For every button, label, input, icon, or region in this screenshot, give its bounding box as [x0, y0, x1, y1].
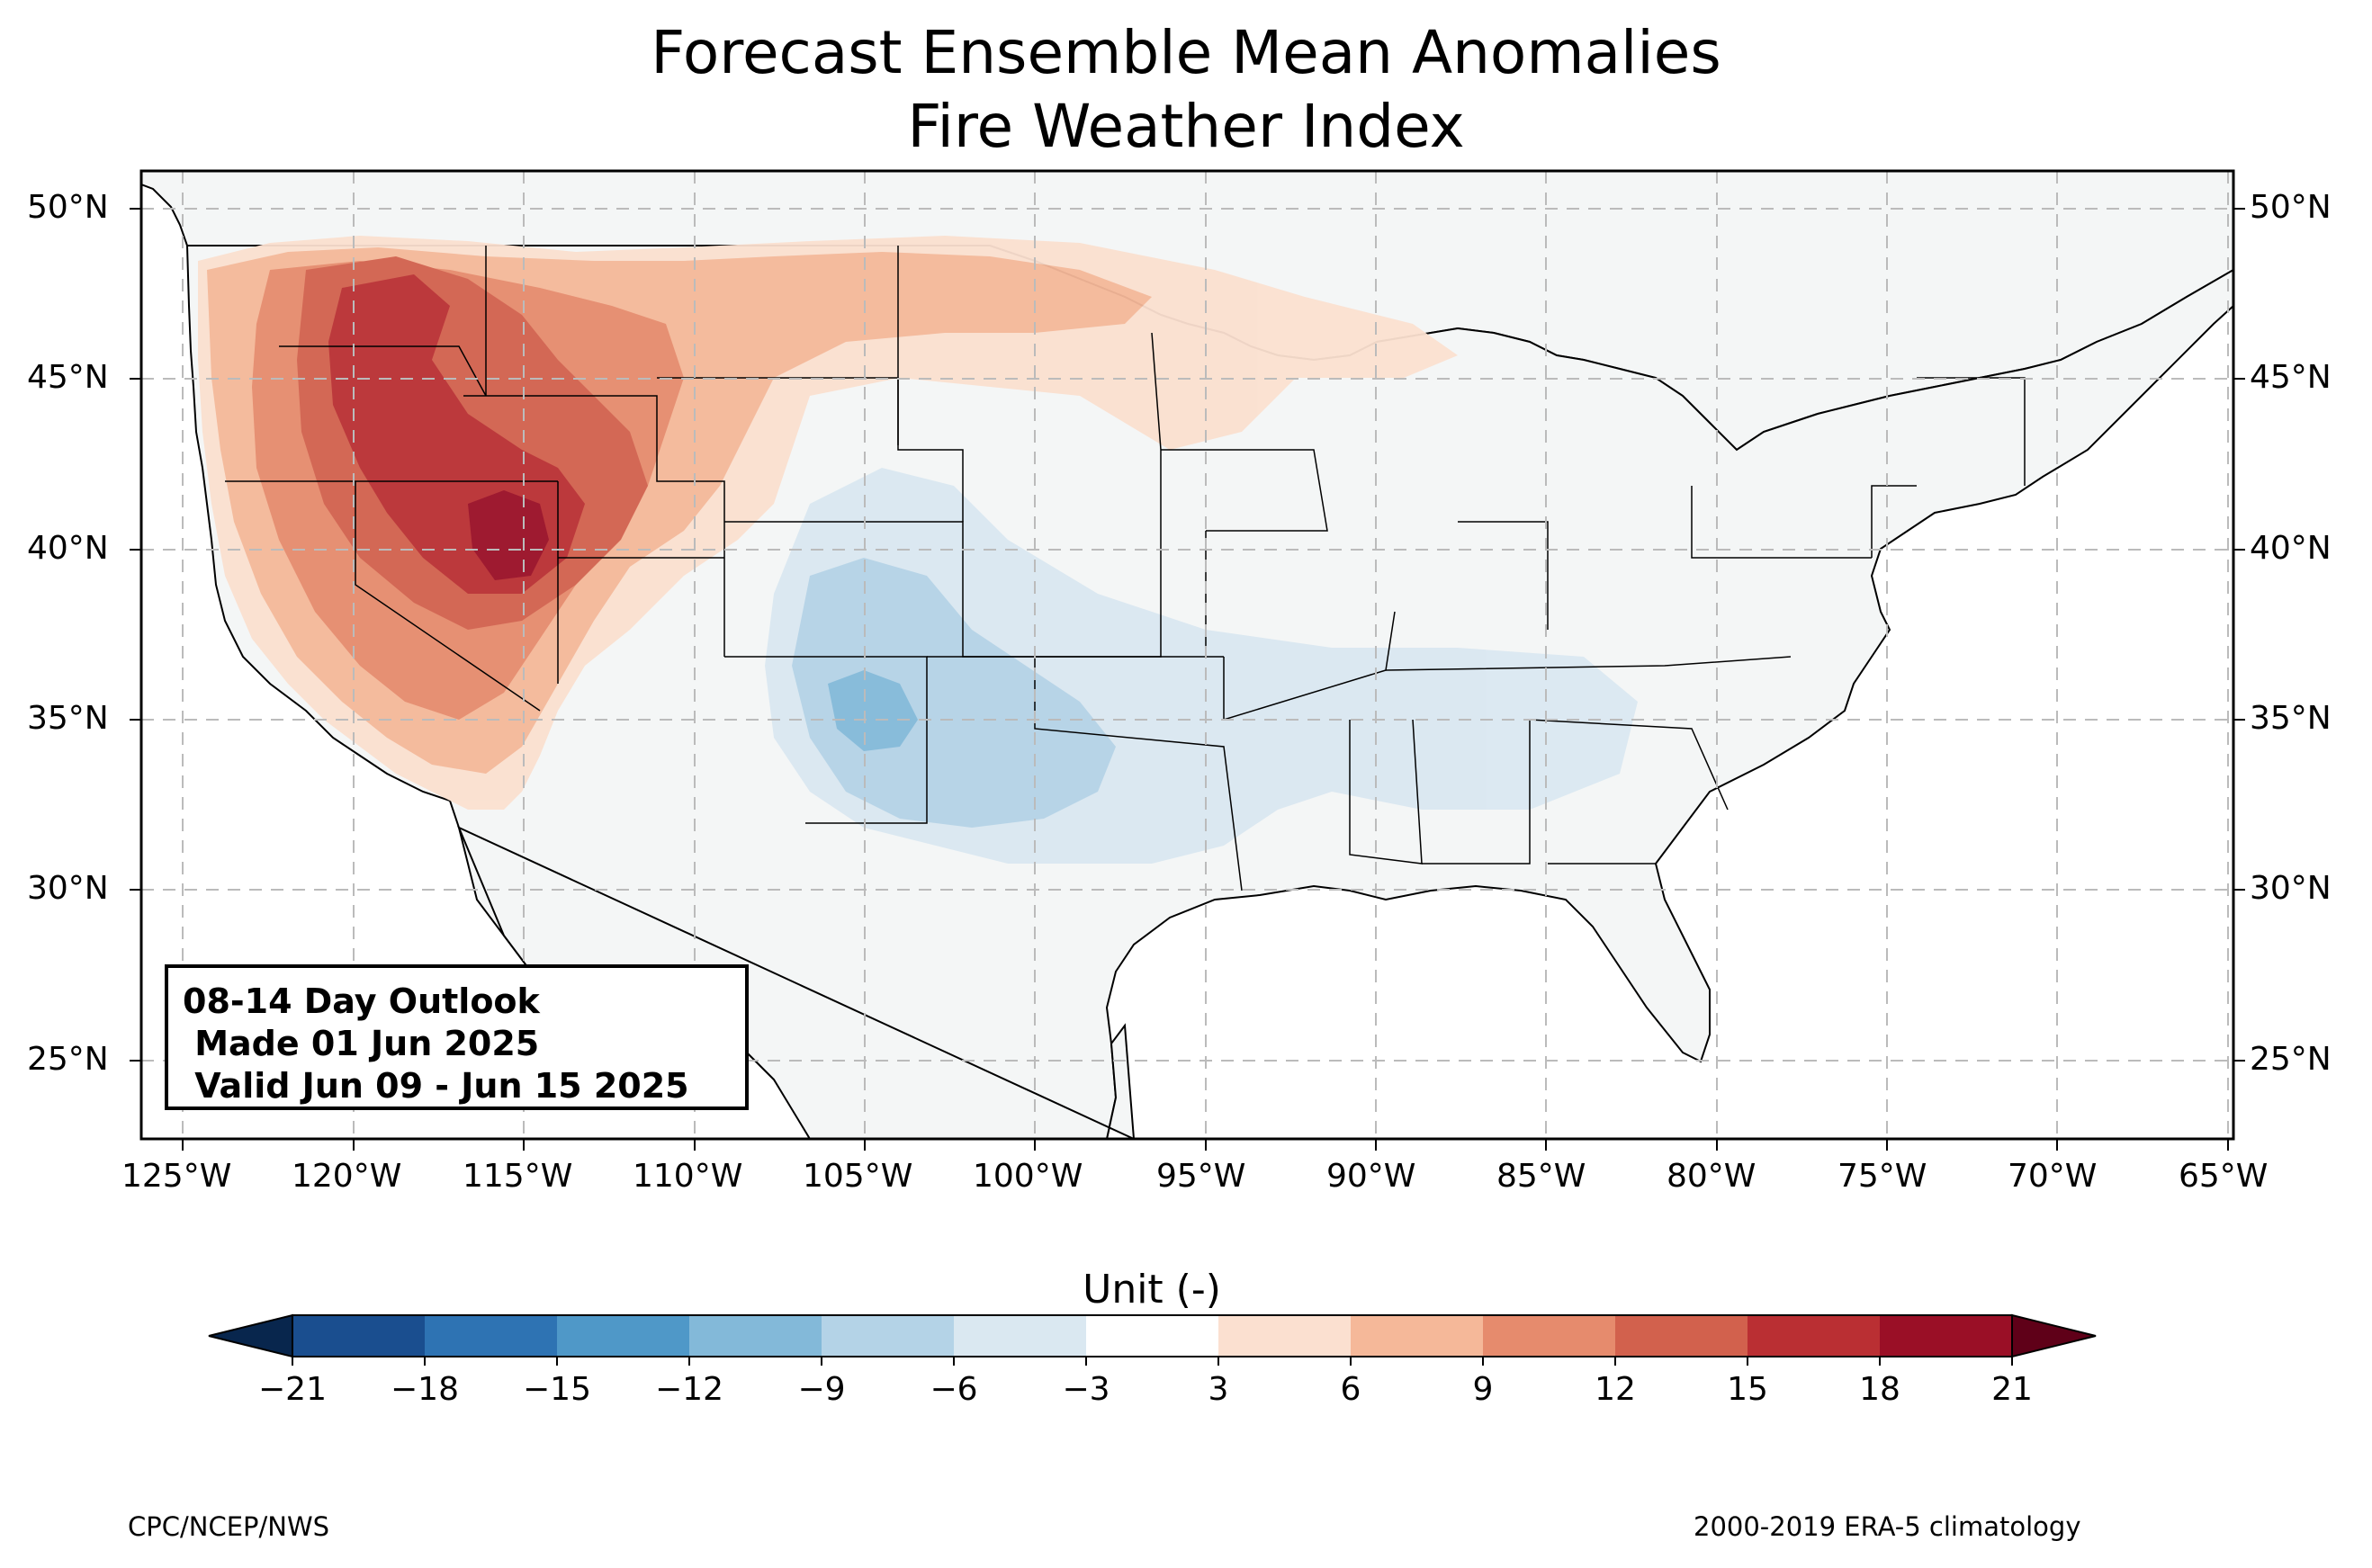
colorbar-tick-label: −6: [930, 1371, 978, 1408]
lat-tick-label-right: 40°N: [2250, 530, 2332, 567]
colorbar-tick-label: −9: [797, 1371, 846, 1408]
colorbar-tick-label: 6: [1340, 1371, 1361, 1408]
colorbar-bin: [1615, 1315, 1748, 1357]
colorbar-bin: [1483, 1315, 1615, 1357]
map-title: Forecast Ensemble Mean Anomalies Fire We…: [0, 16, 2372, 164]
colorbar-bin: [954, 1315, 1086, 1357]
colorbar-extend-high: [2011, 1313, 2097, 1358]
lat-tick-label-left: 40°N: [27, 530, 109, 567]
lat-tick-label-right: 45°N: [2250, 359, 2332, 396]
colorbar-bin: [425, 1315, 557, 1357]
colorbar-bin: [292, 1315, 425, 1357]
outlook-line-2: Made 01 Jun 2025: [183, 1024, 540, 1063]
colorbar-bin: [557, 1315, 689, 1357]
colorbar-tick-label: −18: [391, 1371, 459, 1408]
lon-tick-label: 75°W: [1837, 1158, 1927, 1195]
colorbar-frame: [292, 1314, 2013, 1357]
lon-tick-label: 100°W: [973, 1158, 1083, 1195]
colorbar-bin: [1351, 1315, 1483, 1357]
colorbar-tick-label: −21: [258, 1371, 327, 1408]
colorbar-bin: [1748, 1315, 1880, 1357]
lon-tick-label: 95°W: [1156, 1158, 1246, 1195]
map-frame: [139, 169, 2235, 1141]
lon-tick-label: 110°W: [633, 1158, 743, 1195]
state-borders: [225, 246, 2026, 892]
title-line-2: Fire Weather Index: [907, 92, 1465, 161]
footer-climatology: 2000-2019 ERA-5 climatology: [1694, 1511, 2081, 1542]
outlook-line-3: Valid Jun 09 - Jun 15 2025: [183, 1066, 689, 1106]
lon-tick-label: 80°W: [1667, 1158, 1757, 1195]
colorbar-tick-label: 18: [1859, 1371, 1900, 1408]
title-line-1: Forecast Ensemble Mean Anomalies: [651, 18, 1721, 87]
colorbar-bin: [1218, 1315, 1351, 1357]
colorbar-tick-label: −3: [1062, 1371, 1110, 1408]
lon-tick-label: 105°W: [803, 1158, 913, 1195]
lat-tick-label-left: 35°N: [27, 700, 109, 737]
lat-tick-label-left: 30°N: [27, 870, 109, 907]
lat-tick-label-right: 35°N: [2250, 700, 2332, 737]
lon-tick-label: 90°W: [1326, 1158, 1416, 1195]
anomaly-band-18-21: [468, 490, 549, 580]
lon-tick-label: 65°W: [2179, 1158, 2269, 1195]
colorbar: [208, 1313, 2097, 1366]
tick-marks: [130, 208, 2245, 1151]
colorbar-tick-label: 3: [1208, 1371, 1229, 1408]
colorbar-bin: [689, 1315, 822, 1357]
lon-tick-label: 125°W: [121, 1158, 232, 1195]
colorbar-extend-low: [208, 1313, 293, 1358]
lon-tick-label: 115°W: [463, 1158, 573, 1195]
colorbar-tick-label: −15: [523, 1371, 591, 1408]
lat-tick-label-right: 30°N: [2250, 870, 2332, 907]
colorbar-tick-label: 12: [1595, 1371, 1636, 1408]
lon-tick-label: 70°W: [2008, 1158, 2098, 1195]
lon-tick-label: 85°W: [1496, 1158, 1586, 1195]
colorbar-bin: [822, 1315, 954, 1357]
outlook-line-1: 08-14 Day Outlook: [183, 981, 540, 1021]
colorbar-bin: [1086, 1315, 1218, 1357]
colorbar-tick-label: 9: [1472, 1371, 1494, 1408]
footer-source: CPC/NCEP/NWS: [128, 1511, 330, 1542]
lat-tick-label-right: 25°N: [2250, 1041, 2332, 1078]
lat-tick-label-left: 50°N: [27, 189, 109, 226]
colorbar-tick-label: −12: [655, 1371, 723, 1408]
colorbar-bin: [1880, 1315, 2012, 1357]
colorbar-tick-label: 15: [1727, 1371, 1768, 1408]
lat-tick-label-left: 45°N: [27, 359, 109, 396]
colorbar-title: Unit (-): [1083, 1267, 1221, 1313]
lon-tick-label: 120°W: [292, 1158, 402, 1195]
lat-tick-label-right: 50°N: [2250, 189, 2332, 226]
anomaly-band-neg-9-12: [828, 670, 918, 751]
outlook-info-box: 08-14 Day Outlook Made 01 Jun 2025 Valid…: [165, 964, 749, 1110]
lat-tick-label-left: 25°N: [27, 1041, 109, 1078]
colorbar-tick-label: 21: [1991, 1371, 2033, 1408]
